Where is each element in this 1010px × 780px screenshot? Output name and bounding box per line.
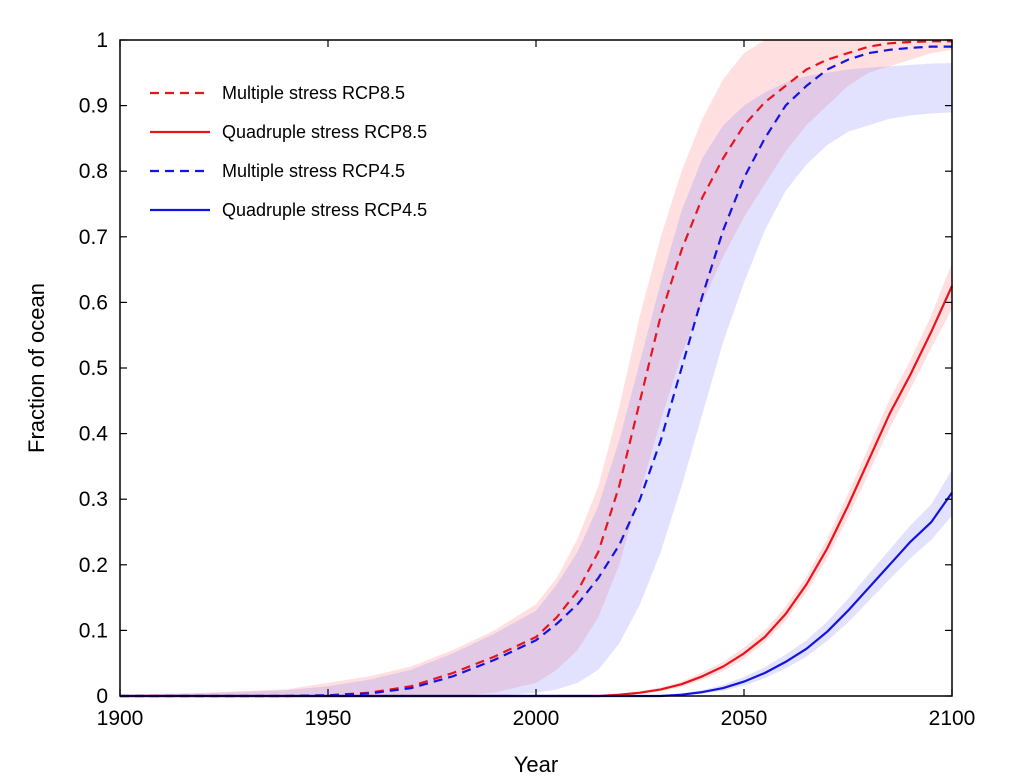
y-tick-label: 0 [96,685,108,708]
y-tick-label: 0.1 [79,619,108,642]
y-tick-label: 0.8 [79,160,108,183]
y-tick-label: 0.5 [79,357,108,380]
line-multiple-stress-rcp45 [120,45,952,698]
x-tick-label: 1900 [97,707,144,730]
x-tick-label: 2000 [513,707,560,730]
y-tick-label: 0.7 [79,226,108,249]
band-multiple-stress-rcp45 [120,63,952,696]
uncertainty-bands [120,40,952,696]
x-axis-title: Year [514,752,558,777]
y-tick-label: 0.2 [79,554,108,577]
x-tick-label: 2100 [929,707,976,730]
y-tick-label: 0.9 [79,95,108,118]
x-tick-label: 1950 [305,707,352,730]
y-tick-label: 0.3 [79,488,108,511]
legend-label: Multiple stress RCP4.5 [222,161,405,181]
legend-label: Quadruple stress RCP8.5 [222,122,427,142]
legend: Multiple stress RCP8.5 Quadruple stress R… [150,83,427,220]
x-tick-label: 2050 [721,707,768,730]
legend-label: Quadruple stress RCP4.5 [222,200,427,220]
legend-label: Multiple stress RCP8.5 [222,83,405,103]
axis-ticks: 1900 1950 2000 2050 2100 0 0.1 0.2 0.3 0.4 0.5 0.6 0… [79,29,976,730]
band-multiple-stress-rcp85 [120,40,952,696]
y-tick-label: 0.4 [79,423,109,446]
y-tick-label: 1 [96,29,108,52]
line-multiple-stress-rcp85 [120,40,952,698]
y-axis-title: Fraction of ocean [24,283,49,453]
y-tick-label: 0.6 [79,291,108,314]
